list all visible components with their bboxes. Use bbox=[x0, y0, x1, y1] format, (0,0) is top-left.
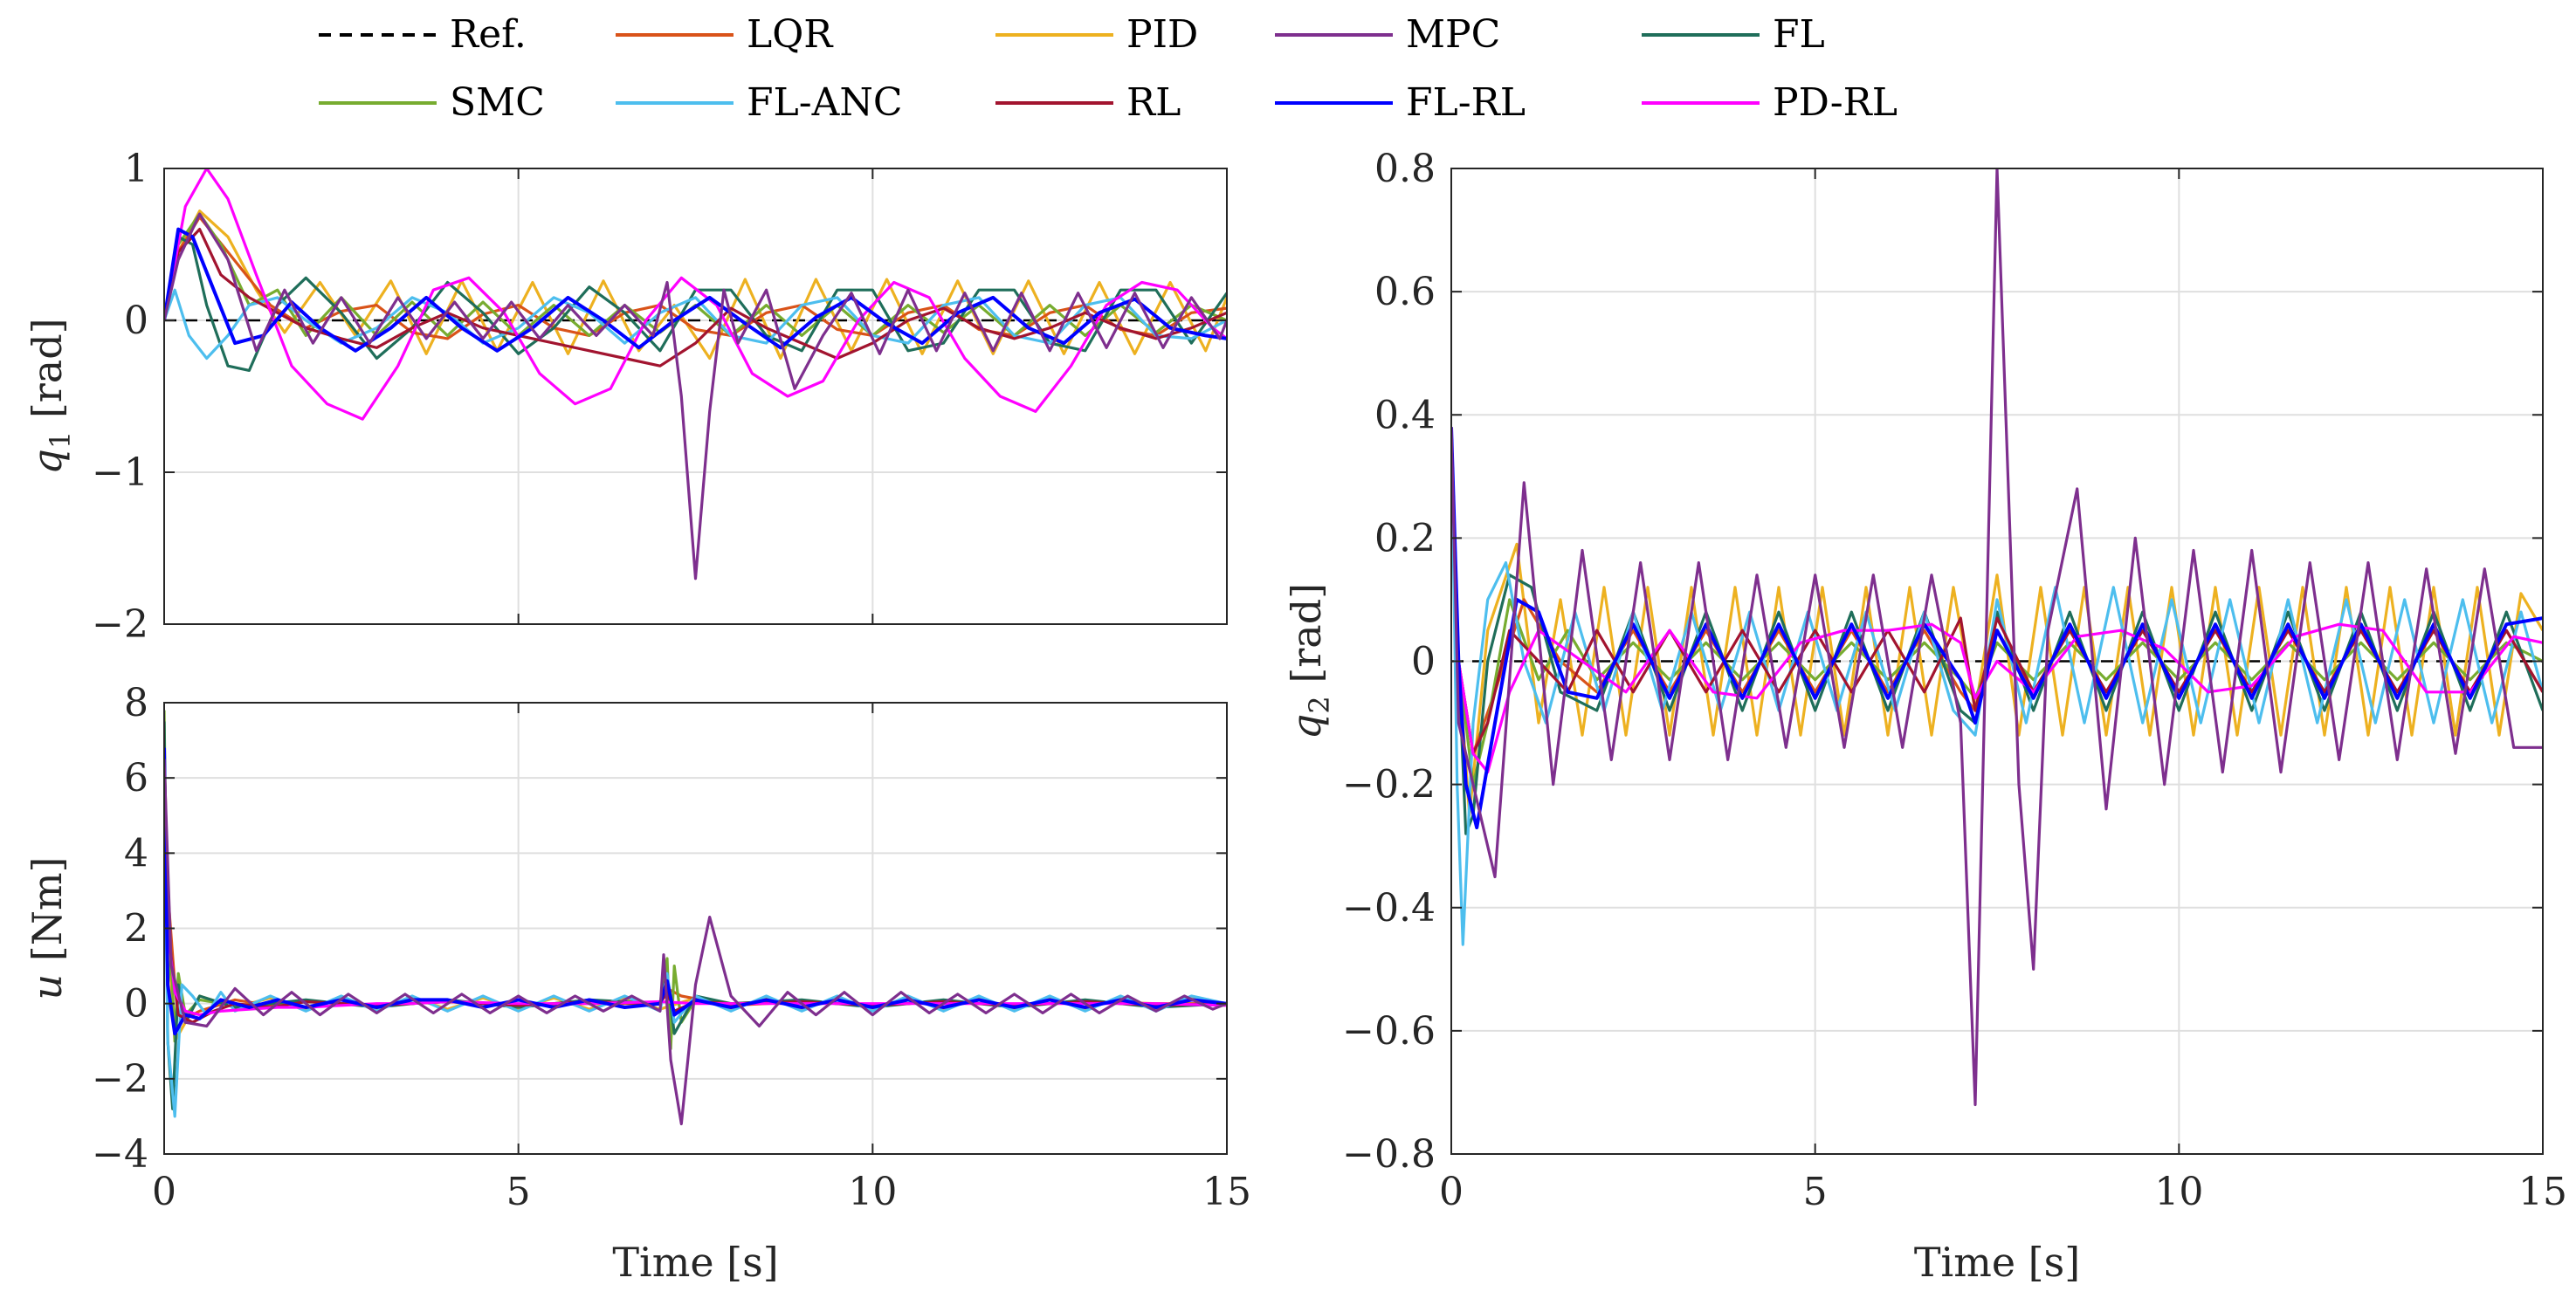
legend-entry-ref-: Ref. bbox=[319, 12, 527, 57]
y-tick-label: 0 bbox=[1411, 640, 1436, 684]
y-label-variable: u bbox=[24, 974, 71, 1000]
legend: Ref. LQR PID MPC FL SMC FL-ANC RL FL-RL PD-RL bbox=[319, 12, 1898, 125]
series-pd-rl bbox=[164, 168, 1227, 421]
legend-label: FL-RL bbox=[1406, 80, 1526, 125]
series-group bbox=[1451, 168, 2543, 1107]
legend-entry-fl-rl: FL-RL bbox=[1275, 80, 1526, 125]
y-tick-label: 2 bbox=[124, 907, 148, 951]
y-tick-label: 4 bbox=[124, 831, 148, 876]
series-group bbox=[164, 168, 1227, 580]
y-tick-label: −2 bbox=[92, 1057, 148, 1102]
legend-entry-fl-anc: FL-ANC bbox=[616, 80, 903, 125]
series-mpc bbox=[1451, 168, 2543, 1107]
y-tick-label: 8 bbox=[124, 681, 148, 725]
series-fl bbox=[164, 235, 1227, 372]
y-tick-label: 1 bbox=[124, 147, 148, 191]
y-label-subscript: 1 bbox=[44, 431, 77, 449]
legend-label: PD-RL bbox=[1773, 80, 1898, 125]
y-axis-label: q2 [rad] bbox=[1283, 583, 1336, 739]
y-tick-label: 0.6 bbox=[1374, 270, 1436, 314]
legend-label: SMC bbox=[450, 80, 545, 125]
legend-label: PID bbox=[1126, 12, 1198, 57]
series-mpc bbox=[164, 212, 1227, 580]
legend-label: MPC bbox=[1406, 12, 1500, 57]
legend-label: FL-ANC bbox=[747, 80, 903, 125]
y-label-subscript: 2 bbox=[1303, 696, 1336, 713]
y-tick-label: −0.6 bbox=[1342, 1009, 1436, 1054]
y-tick-label: −4 bbox=[92, 1132, 148, 1177]
series-fl bbox=[164, 721, 1227, 1110]
legend-label: Ref. bbox=[450, 12, 527, 57]
x-tick-label: 10 bbox=[848, 1170, 897, 1214]
y-tick-label: −0.8 bbox=[1342, 1132, 1436, 1177]
y-tick-label: −0.2 bbox=[1342, 763, 1436, 807]
y-label-unit: [rad] bbox=[1283, 583, 1330, 696]
x-tick-label: 0 bbox=[1439, 1170, 1464, 1214]
series-pd-rl bbox=[164, 755, 1227, 1017]
y-label-unit: [rad] bbox=[24, 318, 71, 430]
legend-entry-pid: PID bbox=[995, 12, 1198, 57]
y-tick-label: −2 bbox=[92, 602, 148, 647]
series-fl-rl bbox=[164, 227, 1227, 353]
x-tick-label: 15 bbox=[2518, 1170, 2567, 1214]
legend-label: FL bbox=[1773, 12, 1825, 57]
legend-entry-mpc: MPC bbox=[1275, 12, 1500, 57]
y-axis-label: q1 [rad] bbox=[24, 318, 77, 474]
series-fl-anc bbox=[164, 778, 1227, 1118]
y-label-unit: [Nm] bbox=[24, 856, 71, 973]
y-tick-label: 6 bbox=[124, 756, 148, 800]
legend-label: RL bbox=[1126, 80, 1181, 125]
y-label-variable: q bbox=[24, 449, 71, 474]
y-label-variable: q bbox=[1283, 714, 1330, 739]
y-tick-label: −1 bbox=[92, 450, 148, 495]
x-tick-label: 10 bbox=[2154, 1170, 2203, 1214]
legend-entry-pd-rl: PD-RL bbox=[1642, 80, 1898, 125]
y-tick-label: 0.8 bbox=[1374, 147, 1436, 191]
q2-plot: 0 5 10 15 −0.8 −0.6 −0.4 −0.2 0 0.2 0.4 0.6 0.8 Time … bbox=[1283, 147, 2567, 1286]
legend-entry-fl: FL bbox=[1642, 12, 1825, 57]
legend-entry-rl: RL bbox=[995, 80, 1181, 125]
y-tick-label: −0.4 bbox=[1342, 886, 1436, 931]
x-tick-label: 15 bbox=[1202, 1170, 1251, 1214]
y-axis-label: u [Nm] bbox=[24, 856, 71, 999]
series-pid bbox=[164, 210, 1227, 361]
legend-entry-lqr: LQR bbox=[616, 12, 834, 57]
x-tick-label: 5 bbox=[506, 1170, 531, 1214]
y-tick-label: 0 bbox=[124, 299, 148, 343]
x-tick-label: 5 bbox=[1803, 1170, 1828, 1214]
u-plot: 0 5 10 15 −4 −2 0 2 4 6 8 Time [s] u [Nm] bbox=[24, 681, 1251, 1286]
axes-frame bbox=[163, 168, 1228, 625]
legend-entry-smc: SMC bbox=[319, 80, 545, 125]
x-axis-label: Time [s] bbox=[612, 1239, 778, 1286]
y-tick-label: 0.2 bbox=[1374, 516, 1436, 560]
y-tick-label: 0.4 bbox=[1374, 393, 1436, 437]
legend-label: LQR bbox=[747, 12, 834, 57]
x-axis-label: Time [s] bbox=[1914, 1239, 2080, 1286]
series-mpc bbox=[164, 759, 1227, 1126]
series-group bbox=[164, 710, 1227, 1126]
y-tick-label: 0 bbox=[124, 982, 148, 1027]
x-tick-label: 0 bbox=[152, 1170, 176, 1214]
